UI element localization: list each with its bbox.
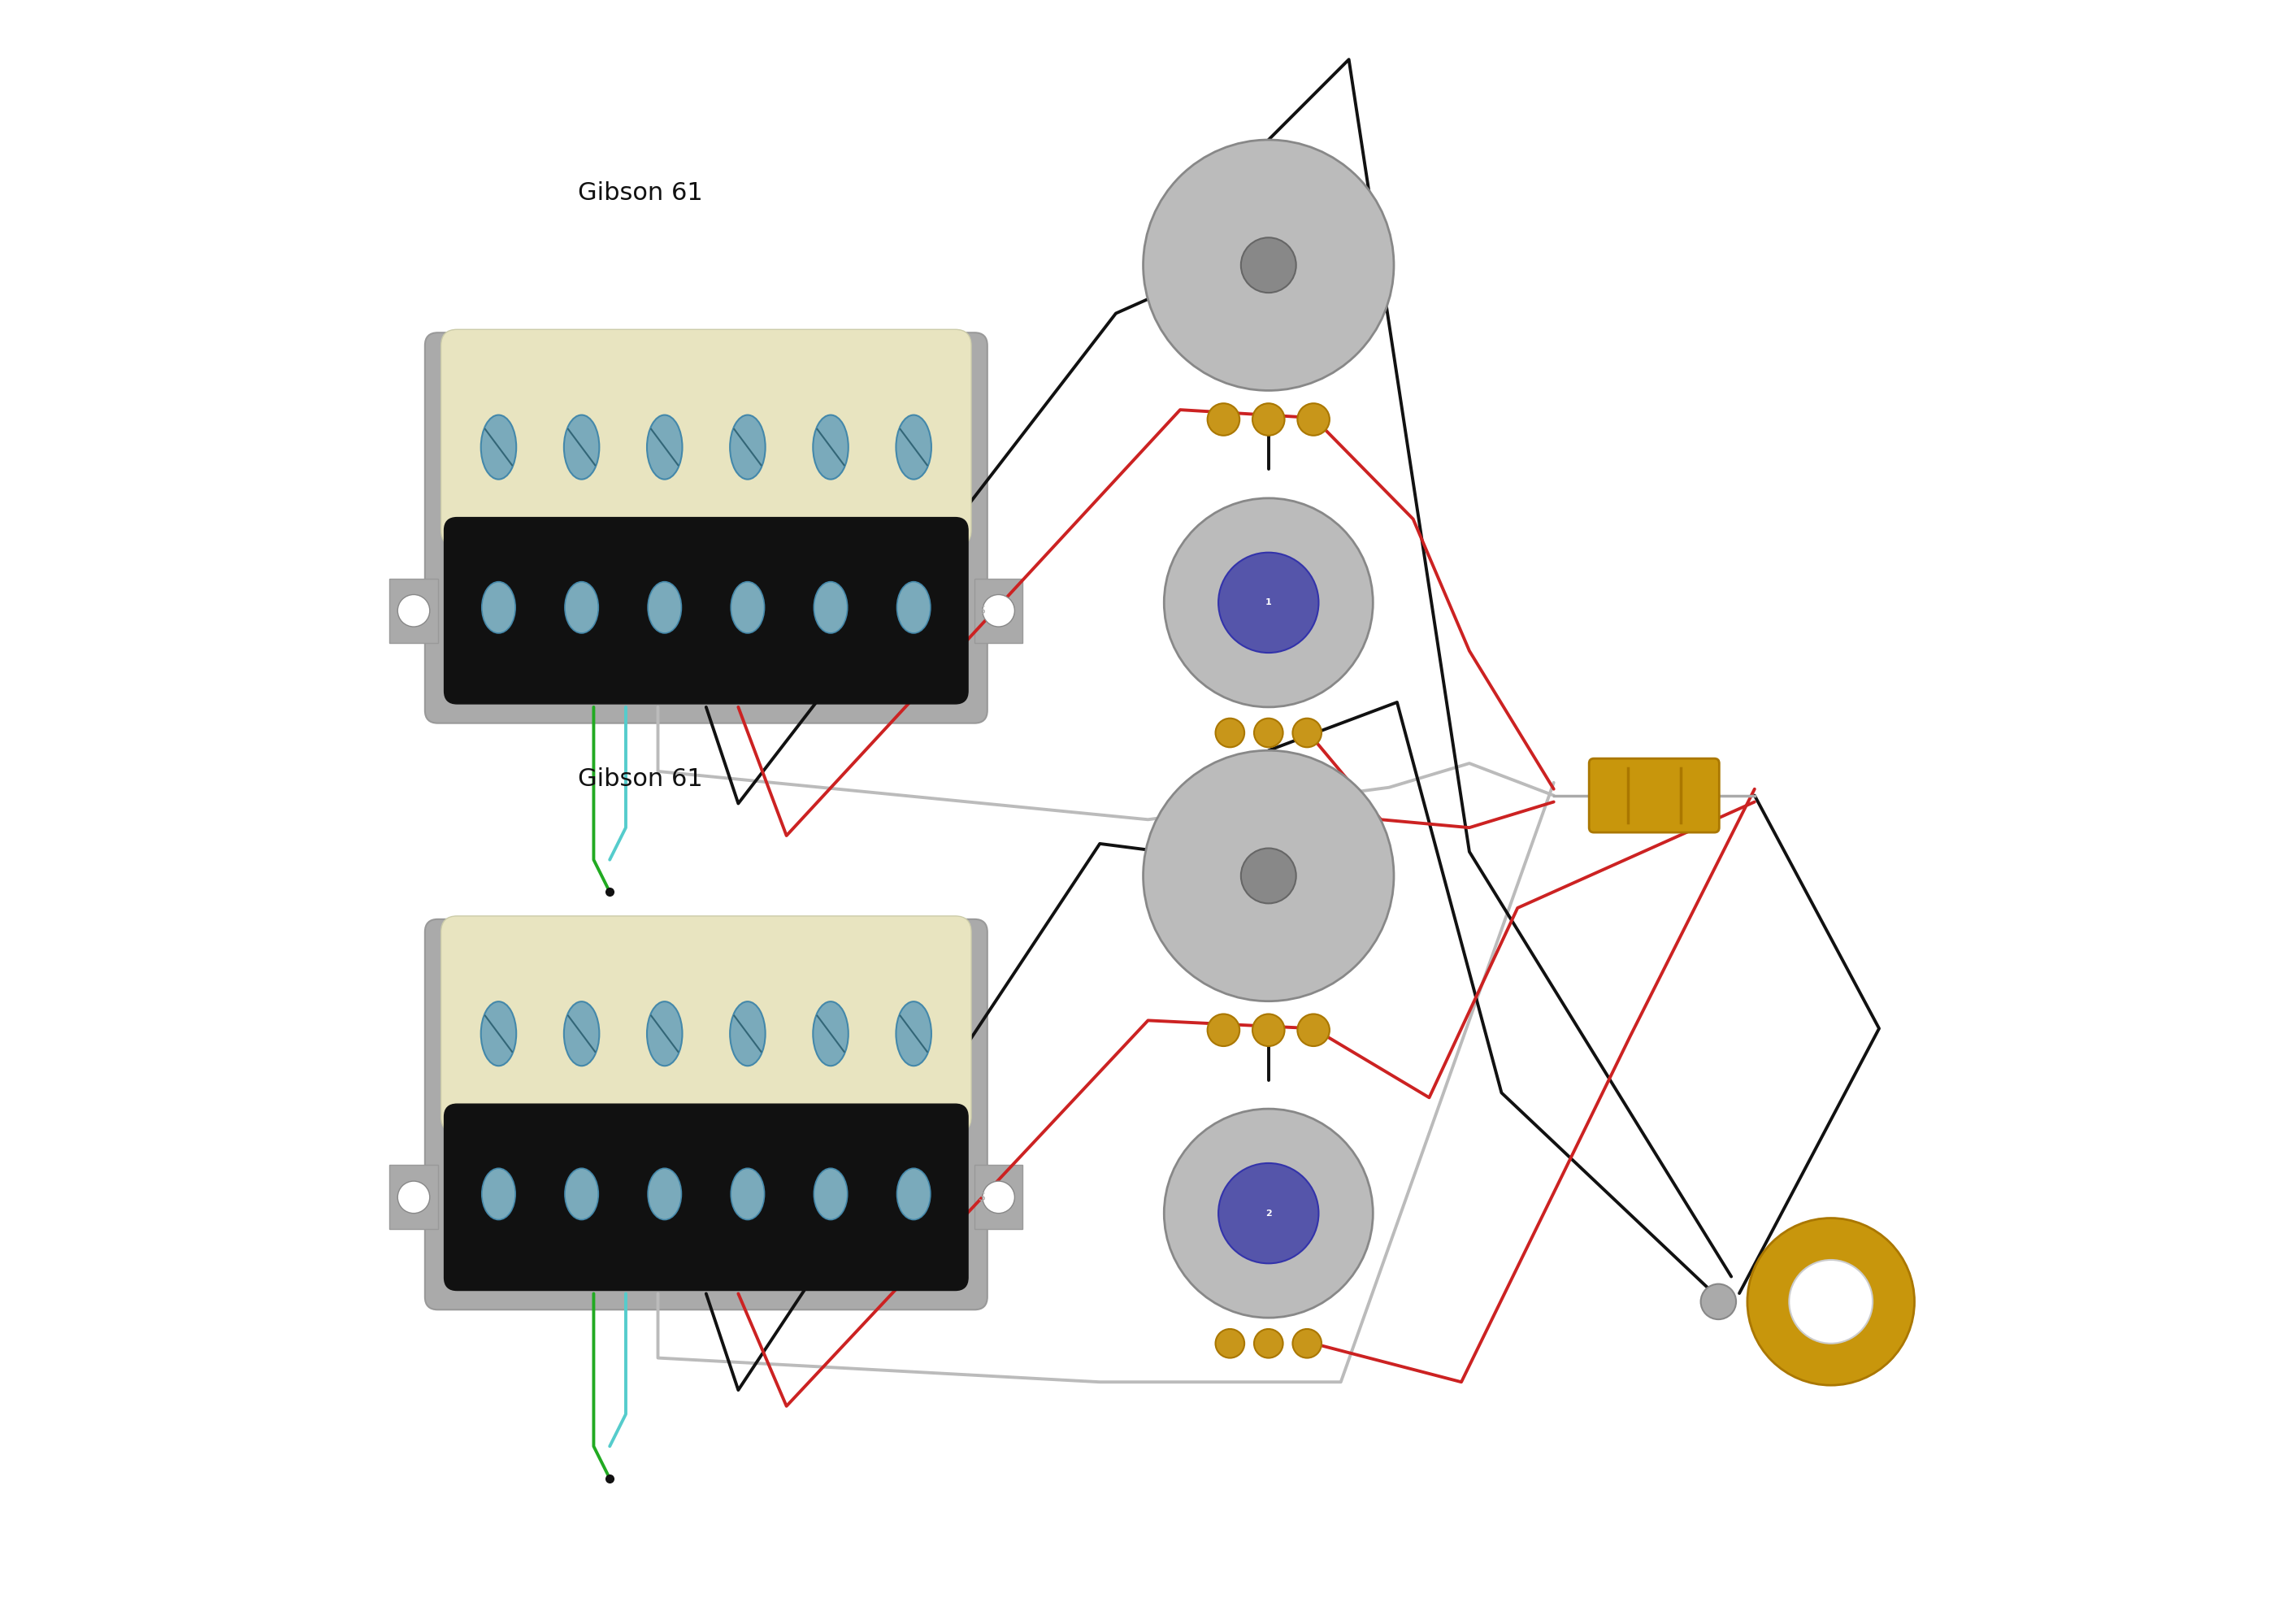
Circle shape [1297, 1014, 1329, 1046]
Ellipse shape [647, 582, 682, 633]
Ellipse shape [480, 1001, 517, 1065]
Ellipse shape [647, 1168, 682, 1220]
Circle shape [1293, 1329, 1322, 1358]
Bar [974, 579, 1022, 643]
Ellipse shape [482, 582, 514, 633]
FancyBboxPatch shape [441, 916, 971, 1133]
Ellipse shape [813, 415, 847, 479]
Text: Volume: Volume [1300, 844, 1339, 853]
Ellipse shape [565, 1001, 599, 1065]
Circle shape [1219, 553, 1318, 652]
Text: Tone: Tone [1300, 570, 1322, 582]
Text: S: S [978, 604, 985, 617]
Ellipse shape [565, 1168, 599, 1220]
Text: N: N [978, 992, 985, 1003]
Ellipse shape [730, 582, 765, 633]
Circle shape [1701, 1284, 1736, 1319]
Text: Gibson 61: Gibson 61 [579, 182, 703, 204]
Circle shape [1208, 403, 1240, 435]
FancyBboxPatch shape [425, 919, 987, 1310]
FancyBboxPatch shape [443, 1104, 969, 1290]
Circle shape [1240, 238, 1295, 292]
Ellipse shape [895, 415, 932, 479]
Circle shape [983, 1181, 1015, 1213]
Circle shape [1143, 750, 1394, 1001]
Text: Volume: Volume [1300, 233, 1339, 243]
Ellipse shape [482, 1168, 514, 1220]
Circle shape [1251, 403, 1283, 435]
Text: N: N [978, 405, 985, 416]
FancyBboxPatch shape [425, 333, 987, 723]
Ellipse shape [565, 415, 599, 479]
Circle shape [1164, 1109, 1373, 1318]
Circle shape [1297, 403, 1329, 435]
Ellipse shape [730, 1001, 765, 1065]
FancyBboxPatch shape [443, 517, 969, 704]
Circle shape [1254, 718, 1283, 747]
Ellipse shape [813, 582, 847, 633]
Text: Tone: Tone [1300, 1181, 1322, 1192]
FancyBboxPatch shape [441, 329, 971, 546]
Circle shape [983, 595, 1015, 627]
Text: 2: 2 [1265, 1208, 1272, 1218]
FancyBboxPatch shape [1589, 759, 1720, 832]
Ellipse shape [730, 1168, 765, 1220]
Ellipse shape [813, 1168, 847, 1220]
Circle shape [397, 595, 429, 627]
Circle shape [1164, 498, 1373, 707]
Text: 500K Lin: 500K Lin [1300, 1236, 1339, 1244]
Text: S: S [978, 1191, 985, 1204]
Text: 500K Lin: 500K Lin [1300, 900, 1339, 908]
Circle shape [1240, 848, 1295, 903]
Circle shape [1251, 1014, 1283, 1046]
Ellipse shape [730, 415, 765, 479]
Circle shape [1747, 1218, 1915, 1385]
Circle shape [1215, 718, 1244, 747]
Text: 500K Lin: 500K Lin [1300, 289, 1339, 297]
Circle shape [1789, 1260, 1874, 1343]
Circle shape [1215, 1329, 1244, 1358]
Ellipse shape [895, 1001, 932, 1065]
Circle shape [1254, 1329, 1283, 1358]
Text: 1: 1 [1265, 598, 1272, 607]
Text: 500K Lin: 500K Lin [1300, 625, 1339, 633]
Ellipse shape [647, 415, 682, 479]
Text: Gibson 61: Gibson 61 [579, 768, 703, 791]
Ellipse shape [480, 415, 517, 479]
Circle shape [1293, 718, 1322, 747]
Ellipse shape [647, 1001, 682, 1065]
Circle shape [1143, 140, 1394, 391]
Bar [390, 579, 439, 643]
Circle shape [1219, 1163, 1318, 1263]
Ellipse shape [813, 1001, 847, 1065]
Bar [390, 1165, 439, 1229]
Circle shape [1208, 1014, 1240, 1046]
Ellipse shape [565, 582, 599, 633]
Ellipse shape [898, 582, 930, 633]
Circle shape [397, 1181, 429, 1213]
Ellipse shape [898, 1168, 930, 1220]
Bar [974, 1165, 1022, 1229]
